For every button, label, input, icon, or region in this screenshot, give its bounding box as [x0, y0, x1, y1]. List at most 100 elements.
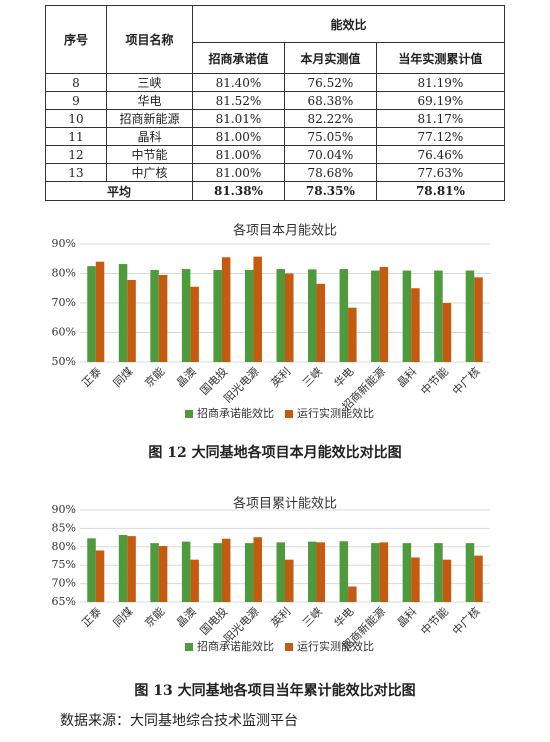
bar	[150, 543, 159, 602]
bar	[402, 270, 412, 362]
table-cell: 8	[45, 73, 107, 92]
x-tick-label: 晶澳	[174, 365, 199, 390]
table-cell: 81.00%	[192, 127, 285, 146]
x-tick-label: 中广核	[449, 604, 482, 637]
x-tick-label: 阳光电源	[221, 364, 262, 405]
bar	[181, 541, 191, 602]
bar	[253, 537, 262, 602]
bar	[118, 535, 128, 602]
bar	[158, 546, 168, 602]
table-cell: 81.17%	[375, 109, 506, 128]
bar	[411, 557, 420, 602]
figure-caption: 图 13 大同基地各项目当年累计能效比对比图	[134, 683, 416, 699]
bar	[474, 277, 483, 362]
x-tick-label: 京能	[142, 364, 167, 389]
bar	[221, 257, 231, 362]
table-cell: 81.38%	[192, 181, 285, 201]
bar	[465, 270, 475, 362]
bar	[371, 270, 380, 362]
bar	[285, 559, 294, 602]
table-cell: 9	[45, 91, 107, 110]
y-tick-label: 65%	[52, 595, 76, 608]
chart-title: 各项目累计能效比	[233, 496, 337, 512]
x-tick-label: 华电	[331, 604, 356, 629]
legend-label: 招商承诺能效比	[197, 639, 274, 653]
table-row: 11 晶科 81.00% 75.05% 77.12%	[45, 127, 506, 146]
header-cell: 本月实测值	[283, 42, 377, 74]
y-tick-label: 70%	[52, 577, 76, 590]
x-tick-label: 中节能	[418, 364, 451, 397]
bar	[221, 538, 231, 602]
bar	[127, 279, 136, 362]
bar	[285, 273, 294, 362]
y-tick-label: 50%	[52, 355, 76, 368]
bar	[181, 269, 191, 362]
legend-swatch	[285, 410, 293, 418]
x-tick-label: 英利	[268, 364, 293, 389]
table-cell: 中广核	[106, 163, 193, 182]
table-cell: 12	[45, 145, 107, 164]
bar	[379, 267, 389, 362]
header-cell: 招商承诺值	[192, 42, 285, 74]
bar	[276, 542, 285, 602]
table-cell: 81.00%	[192, 145, 285, 164]
bar	[348, 586, 357, 602]
y-tick-label: 80%	[52, 267, 76, 280]
x-tick-label: 三峡	[299, 364, 324, 389]
bar	[95, 550, 105, 602]
table-cell: 平均	[45, 181, 193, 201]
bar	[244, 269, 254, 362]
data-table: 序号 项目名称 能效比 招商承诺值 本月实测值 当年实测累计值 8 三峡 81.40% 76.52…	[45, 5, 506, 201]
figure-caption: 图 12 大同基地各项目本月能效比对比图	[148, 445, 402, 461]
bar	[158, 274, 168, 362]
legend-swatch	[285, 643, 293, 651]
y-tick-label: 90%	[52, 503, 76, 516]
bar	[127, 536, 136, 602]
table-cell: 77.63%	[375, 163, 506, 182]
header-cell: 当年实测累计值	[375, 42, 506, 74]
x-tick-label: 正泰	[79, 364, 104, 389]
table-cell: 11	[45, 127, 107, 146]
bar	[308, 269, 317, 362]
header-cell: 能效比	[192, 5, 505, 43]
bar	[244, 543, 254, 602]
y-tick-label: 80%	[52, 540, 76, 553]
table-row: 13 中广核 81.00% 78.68% 77.63%	[45, 163, 506, 182]
bar	[118, 264, 128, 362]
bar	[371, 543, 380, 602]
table-row: 招商承诺值 本月实测值 当年实测累计值	[46, 42, 506, 74]
bar	[213, 269, 222, 362]
x-tick-label: 三峡	[299, 604, 324, 629]
x-tick-label: 中节能	[418, 604, 451, 637]
source-note: 数据来源：大同基地综合技术监测平台	[60, 713, 298, 729]
table-cell: 78.81%	[375, 181, 506, 201]
x-tick-label: 同煤	[111, 605, 136, 630]
x-tick-label: 同煤	[111, 365, 136, 390]
table-row: 8 三峡 81.40% 76.52% 81.19%	[45, 73, 506, 92]
table-cell: 13	[45, 163, 107, 182]
bar	[339, 541, 349, 602]
table-cell: 华电	[106, 91, 193, 110]
table-row: 9 华电 81.52% 68.38% 69.19%	[45, 91, 506, 110]
table-row: 12 中节能 81.00% 70.04% 76.46%	[45, 145, 506, 164]
legend-label: 招商承诺能效比	[197, 406, 274, 418]
table-cell: 78.68%	[283, 163, 377, 182]
bar	[411, 288, 420, 362]
bar	[434, 543, 443, 602]
legend-label: 运行实测能效比	[297, 406, 374, 418]
bar	[276, 269, 285, 362]
table-cell: 76.46%	[375, 145, 506, 164]
table-cell: 76.52%	[283, 73, 377, 92]
bar	[465, 543, 475, 602]
x-tick-label: 华电	[331, 364, 356, 389]
table-cell: 81.40%	[192, 73, 285, 92]
y-tick-label: 70%	[52, 296, 76, 309]
bar	[474, 555, 483, 602]
table-cell: 81.00%	[192, 163, 285, 182]
table-cell: 75.05%	[283, 127, 377, 146]
bar	[348, 307, 357, 362]
bar	[316, 542, 326, 602]
